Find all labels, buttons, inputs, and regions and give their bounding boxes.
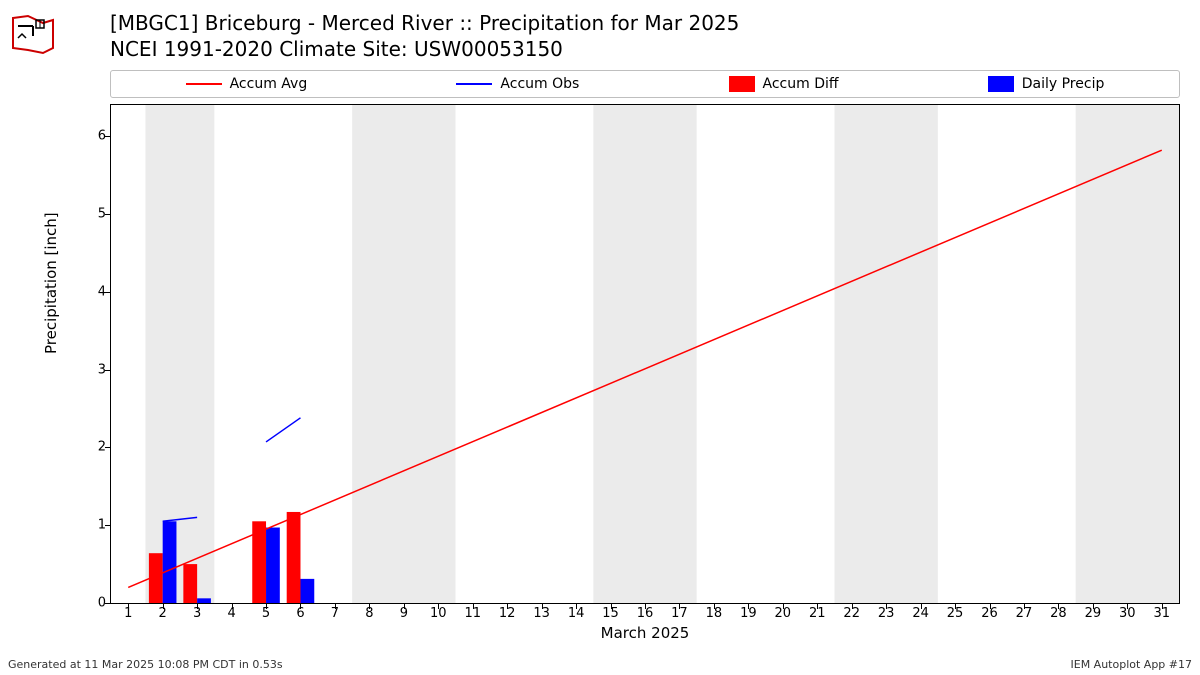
title-line-1: [MBGC1] Briceburg - Merced River :: Prec… [110,10,739,36]
y-tick-label: 2 [76,440,106,455]
y-tick-label: 5 [76,206,106,221]
title-line-2: NCEI 1991-2020 Climate Site: USW00053150 [110,36,739,62]
legend-rect-icon [988,76,1014,92]
chart-title: [MBGC1] Briceburg - Merced River :: Prec… [110,10,739,62]
legend-rect-icon [729,76,755,92]
y-axis-label: Precipitation [inch] [42,212,60,354]
legend-line-icon [456,83,492,85]
y-tick-label: 0 [76,596,106,611]
y-tick-label: 1 [76,518,106,533]
y-tick-label: 4 [76,284,106,299]
footer-generated: Generated at 11 Mar 2025 10:08 PM CDT in… [8,658,283,671]
chart-legend: Accum Avg Accum Obs Accum Diff Daily Pre… [110,70,1180,98]
y-tick-label: 3 [76,362,106,377]
y-tick-label: 6 [76,129,106,144]
legend-daily-precip: Daily Precip [988,76,1105,92]
legend-line-icon [186,83,222,85]
legend-accum-diff: Accum Diff [729,76,839,92]
legend-accum-avg: Accum Avg [186,76,308,92]
footer-app: IEM Autoplot App #17 [1071,658,1193,671]
plot-area [110,104,1180,604]
legend-accum-obs: Accum Obs [456,76,579,92]
plot-svg [111,105,1179,603]
iem-logo-icon [8,8,58,58]
x-axis-label: March 2025 [110,624,1180,642]
